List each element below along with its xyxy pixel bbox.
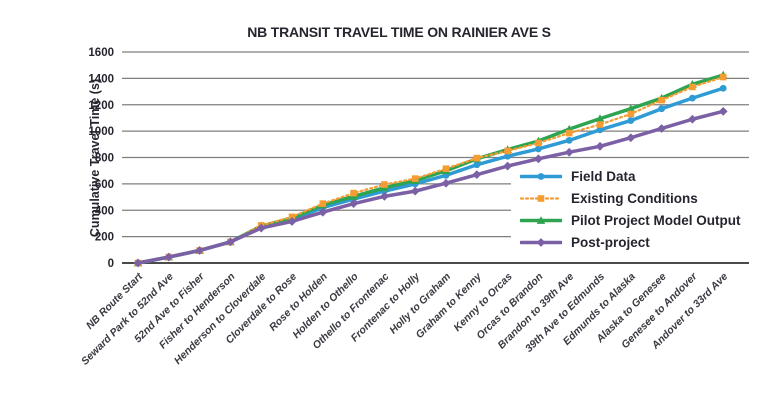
- legend-item-pilot-model: Pilot Project Model Output: [520, 213, 741, 228]
- y-tick-label: 600: [95, 179, 114, 191]
- y-tick-label: 1200: [88, 100, 114, 112]
- legend-label-pilot-model: Pilot Project Model Output: [571, 213, 741, 228]
- pilot-model-swatch-icon: [520, 216, 562, 224]
- y-tick-label: 1000: [88, 126, 114, 138]
- y-tick-label: 1400: [88, 73, 114, 85]
- y-tick-label: 800: [95, 153, 114, 165]
- legend-item-existing-conditions: Existing Conditions: [520, 191, 741, 206]
- y-tick-label: 400: [95, 205, 114, 217]
- y-tick-label: 1600: [88, 47, 114, 59]
- post-project-swatch-icon: [520, 238, 562, 247]
- legend-item-field-data: Field Data: [520, 169, 741, 184]
- y-tick-label: 0: [108, 258, 114, 270]
- legend-label-field-data: Field Data: [571, 169, 636, 184]
- legend-label-existing-conditions: Existing Conditions: [571, 191, 698, 206]
- legend-label-post-project: Post-project: [571, 235, 650, 250]
- chart-legend: Field Data Existing Conditions Pilot Pro…: [520, 169, 741, 250]
- y-tick-label: 200: [95, 232, 114, 244]
- existing-conditions-swatch-icon: [520, 195, 562, 202]
- series-post-project: [133, 106, 728, 268]
- legend-item-post-project: Post-project: [520, 235, 741, 250]
- chart-title: NB TRANSIT TRAVEL TIME ON RAINIER AVE S: [247, 24, 551, 40]
- field-data-swatch-icon: [520, 173, 562, 180]
- y-axis-tick-labels: 0 200 400 600 800 1000 1200 1400 1600: [88, 47, 114, 270]
- y-axis-title: Cumulative Travel Time (s): [88, 79, 102, 237]
